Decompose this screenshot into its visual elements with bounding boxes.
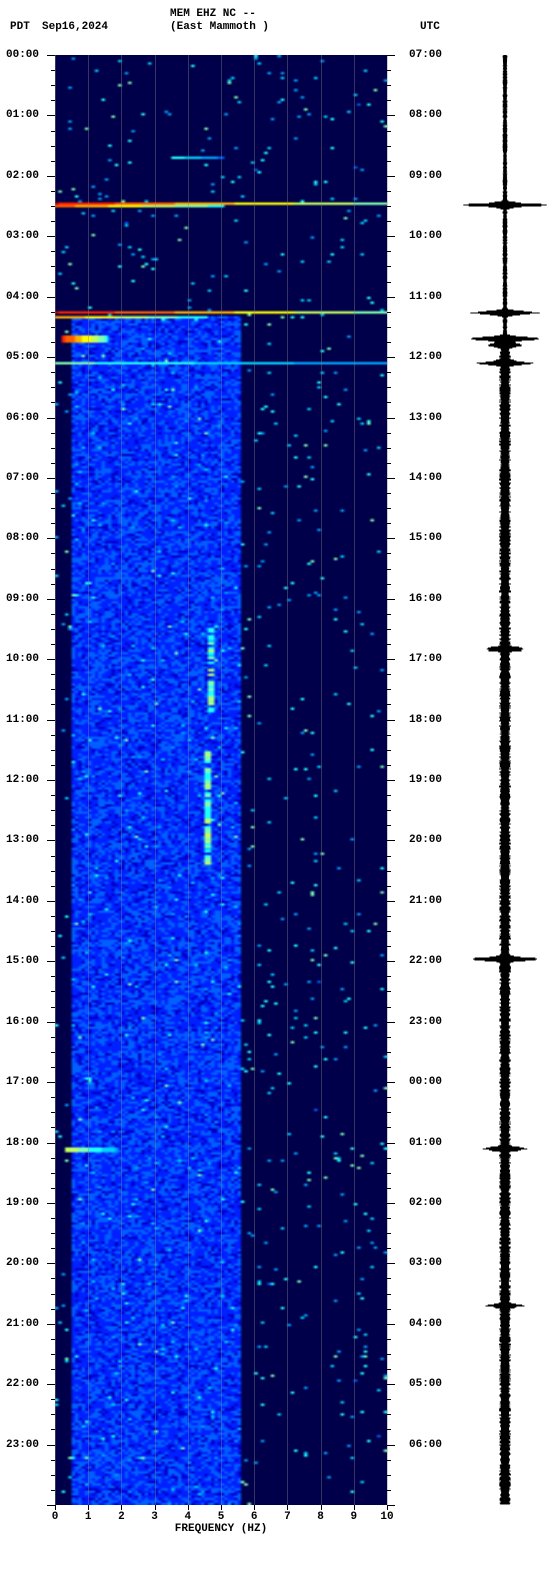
freq-tick-label: 2 [118,1511,125,1523]
pdt-tick-label: 17:00 [6,1076,39,1088]
utc-tick-label: 07:00 [409,49,442,61]
freq-tick-label: 7 [284,1511,291,1523]
date-label: Sep16,2024 [42,21,108,33]
freq-tick-label: 10 [380,1511,393,1523]
station-name: (East Mammoth ) [170,21,269,33]
utc-tick-label: 15:00 [409,532,442,544]
utc-tick-label: 14:00 [409,472,442,484]
pdt-tick-label: 14:00 [6,895,39,907]
freq-tick-label: 0 [52,1511,59,1523]
pdt-tick-label: 16:00 [6,1016,39,1028]
pdt-tick-label: 01:00 [6,109,39,121]
pdt-tick-label: 19:00 [6,1197,39,1209]
pdt-tick-label: 04:00 [6,291,39,303]
utc-tick-label: 20:00 [409,834,442,846]
tz-left-label: PDT [10,21,30,33]
pdt-tick-label: 20:00 [6,1257,39,1269]
utc-tick-label: 05:00 [409,1378,442,1390]
pdt-tick-label: 02:00 [6,170,39,182]
pdt-tick-label: 11:00 [6,714,39,726]
time-axis-pdt: 00:0001:0002:0003:0004:0005:0006:0007:00… [0,55,55,1505]
pdt-tick-label: 12:00 [6,774,39,786]
pdt-tick-label: 21:00 [6,1318,39,1330]
station-code: MEM EHZ NC -- [170,8,256,20]
tz-right-label: UTC [420,21,440,33]
freq-tick-label: 8 [317,1511,324,1523]
pdt-tick-label: 05:00 [6,351,39,363]
time-axis-utc: 07:0008:0009:0010:0011:0012:0013:0014:00… [387,55,457,1505]
freq-tick-label: 9 [350,1511,357,1523]
utc-tick-label: 06:00 [409,1439,442,1451]
pdt-tick-label: 06:00 [6,412,39,424]
utc-tick-label: 13:00 [409,412,442,424]
pdt-tick-label: 22:00 [6,1378,39,1390]
utc-tick-label: 01:00 [409,1137,442,1149]
utc-tick-label: 08:00 [409,109,442,121]
pdt-tick-label: 13:00 [6,834,39,846]
pdt-tick-label: 23:00 [6,1439,39,1451]
freq-tick-label: 6 [251,1511,258,1523]
utc-tick-label: 18:00 [409,714,442,726]
freq-tick-label: 1 [85,1511,92,1523]
utc-tick-label: 09:00 [409,170,442,182]
freq-tick-label: 5 [218,1511,225,1523]
utc-tick-label: 12:00 [409,351,442,363]
pdt-tick-label: 03:00 [6,230,39,242]
utc-tick-label: 02:00 [409,1197,442,1209]
utc-tick-label: 23:00 [409,1016,442,1028]
freq-tick-label: 3 [151,1511,158,1523]
pdt-tick-label: 09:00 [6,593,39,605]
utc-tick-label: 00:00 [409,1076,442,1088]
spectrogram-plot [55,55,387,1505]
utc-tick-label: 22:00 [409,955,442,967]
freq-tick-label: 4 [184,1511,191,1523]
utc-tick-label: 21:00 [409,895,442,907]
utc-tick-label: 03:00 [409,1257,442,1269]
utc-tick-label: 16:00 [409,593,442,605]
utc-tick-label: 11:00 [409,291,442,303]
pdt-tick-label: 07:00 [6,472,39,484]
pdt-tick-label: 00:00 [6,49,39,61]
waveform-trace [460,55,550,1505]
utc-tick-label: 04:00 [409,1318,442,1330]
x-axis-title: FREQUENCY (HZ) [175,1523,267,1535]
utc-tick-label: 10:00 [409,230,442,242]
utc-tick-label: 19:00 [409,774,442,786]
frequency-axis: FREQUENCY (HZ) 012345678910 [55,1505,387,1545]
pdt-tick-label: 10:00 [6,653,39,665]
waveform-path [463,55,546,1504]
utc-tick-label: 17:00 [409,653,442,665]
pdt-tick-label: 18:00 [6,1137,39,1149]
pdt-tick-label: 08:00 [6,532,39,544]
pdt-tick-label: 15:00 [6,955,39,967]
